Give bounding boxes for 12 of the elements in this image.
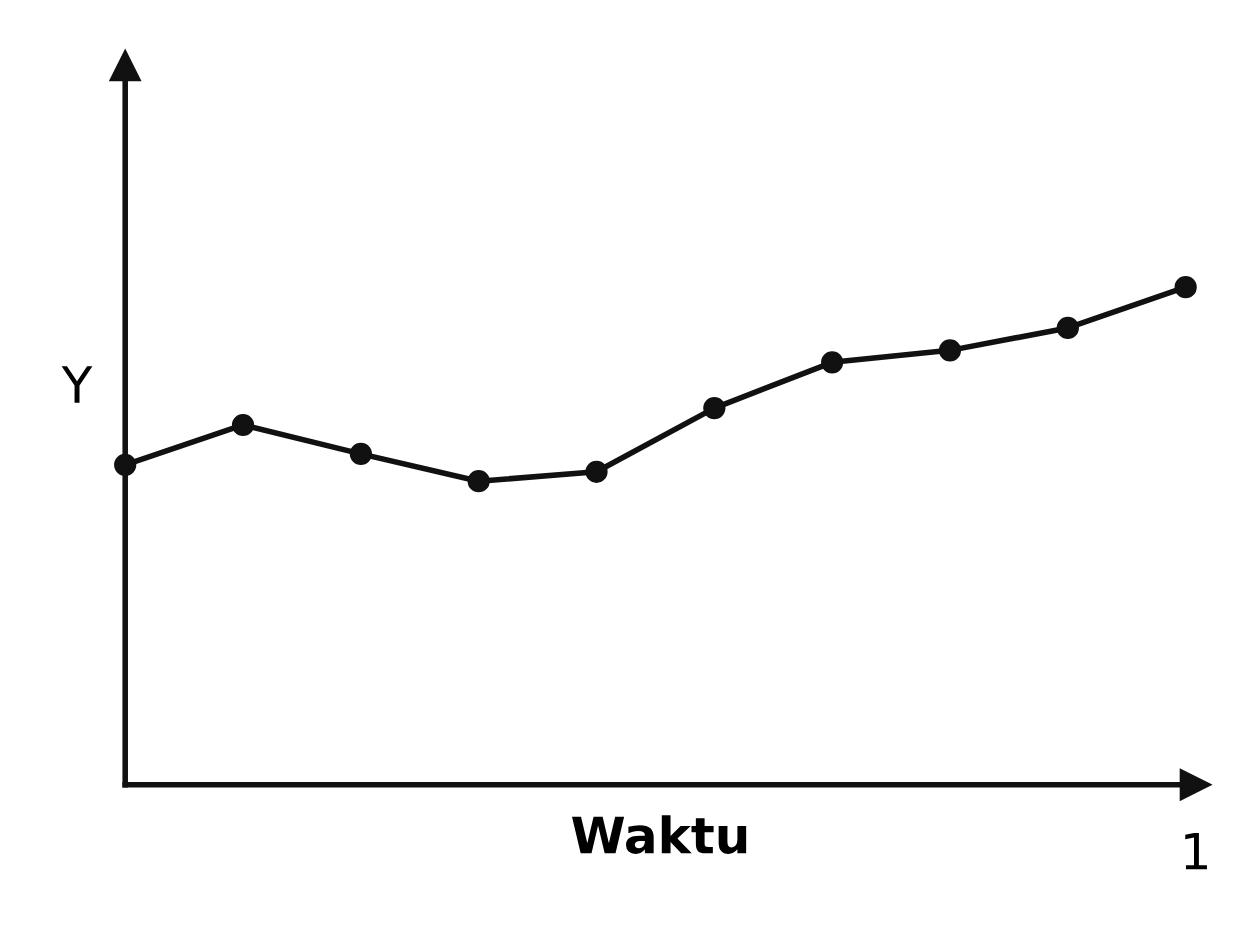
point (703, 396, 726, 420)
y-axis-title: Y (61, 366, 93, 403)
point (231, 413, 255, 437)
point (938, 339, 962, 362)
text: 1 (1185, 832, 1207, 870)
point (585, 460, 608, 483)
x-axis-title: Waktu (572, 815, 747, 854)
point (1174, 276, 1197, 299)
point (349, 442, 372, 465)
point (821, 351, 844, 374)
point (467, 470, 490, 493)
point (1056, 316, 1079, 340)
